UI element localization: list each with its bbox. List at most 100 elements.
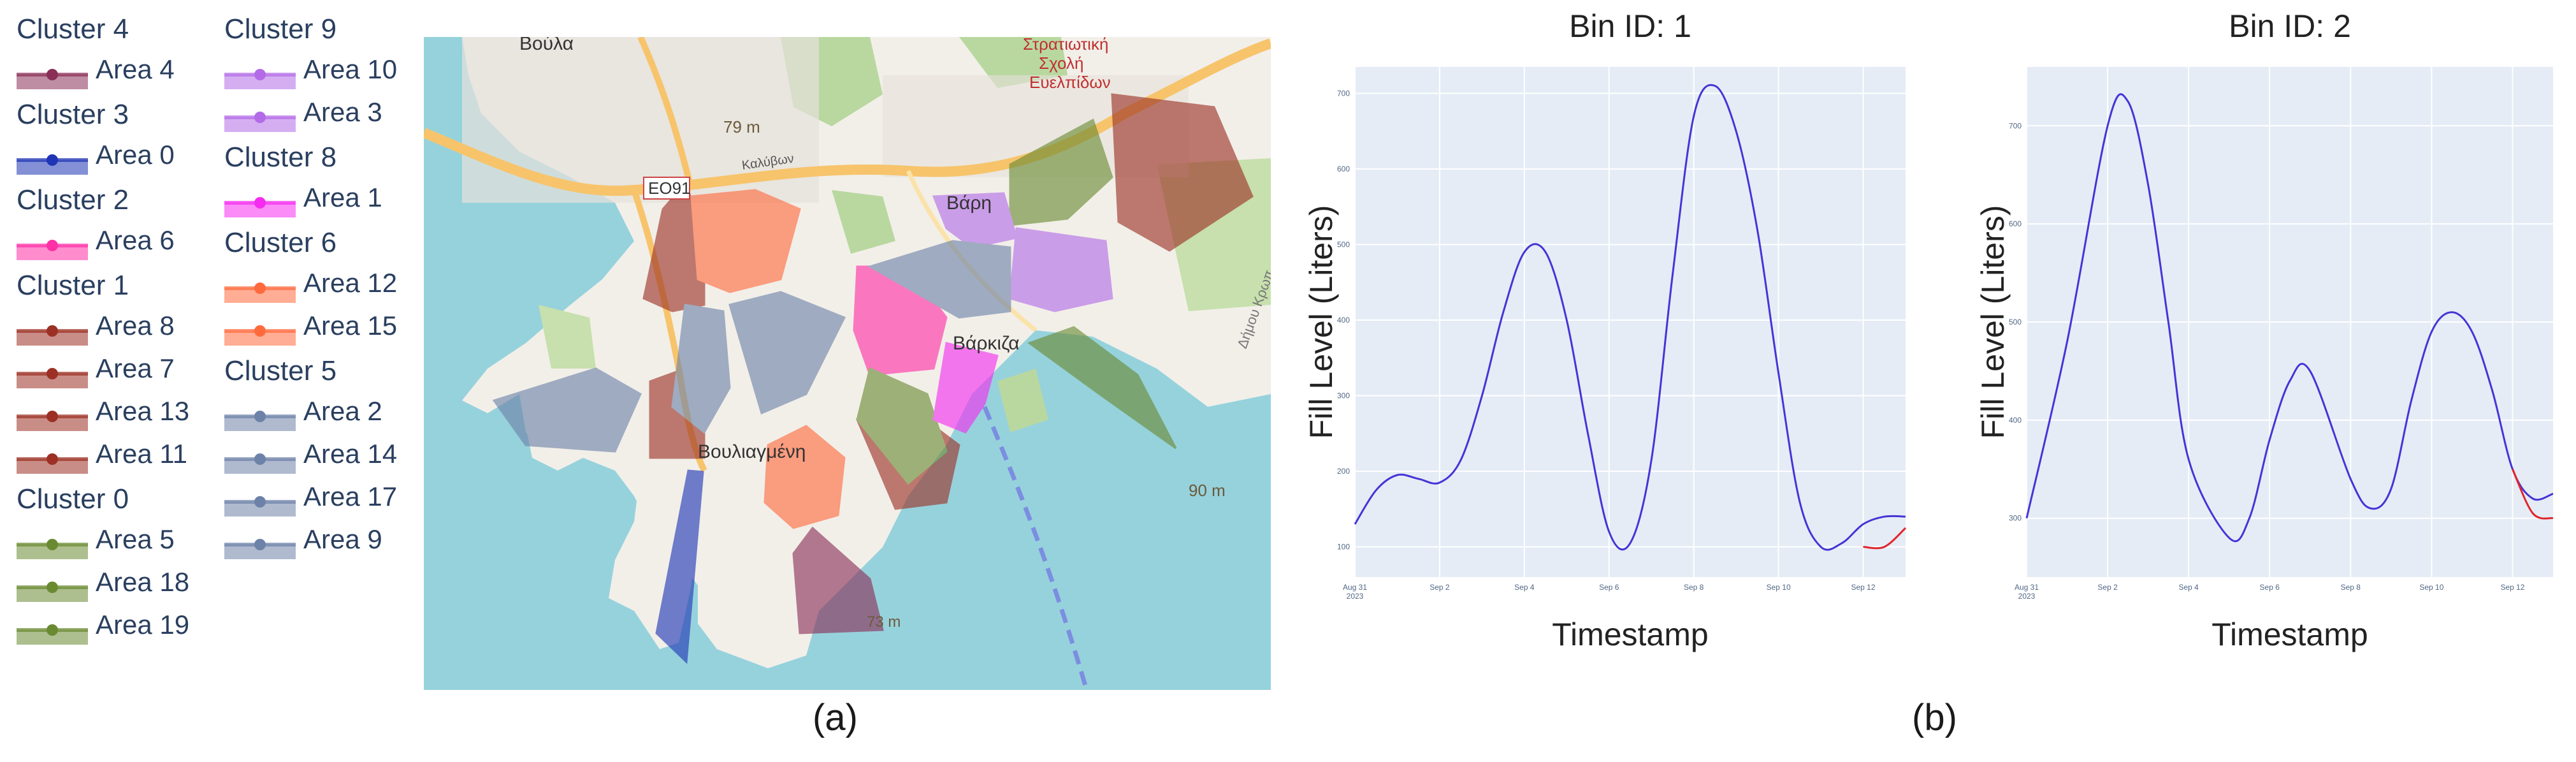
label-evelpidon: Ευελπίδων <box>1029 73 1111 92</box>
chart-bin-1: 100 200 300 400 500 600 700 Aug 31 2023 Sep 2 Sep … <box>1294 0 1925 676</box>
y-axis-label: Fill Level (Liters) <box>1975 205 2011 439</box>
road-shield <box>643 177 690 200</box>
legend-item[interactable]: Area 8 <box>0 311 204 355</box>
legend-item[interactable]: Area 3 <box>208 97 412 141</box>
legend-item-label: Area 18 <box>96 567 190 597</box>
legend-cluster-title: Cluster 8 <box>224 142 337 173</box>
y-tick-label: 700 <box>2009 121 2022 130</box>
x-tick-label: 2023 <box>1347 592 1364 601</box>
y-tick-label: 300 <box>1337 392 1350 400</box>
chart-bin-2: 300 400 500 600 700 Aug 31 2023 Sep 2 Sep 4 Sep 6… <box>1937 0 2575 676</box>
area-1-polygon[interactable] <box>932 342 999 434</box>
legend-marker-icon <box>254 453 266 465</box>
area-0-polygon[interactable] <box>655 469 704 664</box>
legend-item[interactable]: Area 11 <box>0 439 204 483</box>
y-axis-label: Fill Level (Liters) <box>1303 205 1339 439</box>
legend-item[interactable]: Area 0 <box>0 140 204 184</box>
chart-title: Bin ID: 1 <box>1569 8 1691 44</box>
label-vari: Βάρη <box>946 193 992 214</box>
legend-marker-icon <box>47 624 58 636</box>
series-line <box>1863 527 1907 550</box>
label-varkiza: Βάρκιζα <box>953 333 1020 354</box>
legend-item-label: Area 1 <box>303 182 382 212</box>
area-19-polygon[interactable] <box>856 367 948 485</box>
area-8-polygon[interactable] <box>1111 93 1254 252</box>
legend-item[interactable]: Area 19 <box>0 610 204 654</box>
label-vouliagmeni: Βουλιαγμένη <box>698 441 806 462</box>
y-tick-label: 700 <box>1337 89 1350 98</box>
area-14-polygon[interactable] <box>671 304 731 434</box>
legend-item-label: Area 2 <box>303 396 382 426</box>
area-15-polygon[interactable] <box>763 425 846 529</box>
legend-item[interactable]: Area 15 <box>208 311 412 355</box>
x-tick-label: Sep 6 <box>2260 583 2280 592</box>
legend-item-label: Area 13 <box>96 396 190 426</box>
label-scholi: Σχολή <box>1039 54 1083 73</box>
y-tick-label: 300 <box>2009 514 2022 523</box>
cluster-map[interactable]: Βούλα Στρατιωτική Σχολή Ευελπίδων 79 m Κ… <box>424 37 1271 690</box>
x-tick-label: Sep 12 <box>2500 583 2524 592</box>
legend-item[interactable]: Area 14 <box>208 439 412 483</box>
legend-cluster-title: Cluster 9 <box>224 13 337 45</box>
legend-item[interactable]: Area 4 <box>0 54 204 98</box>
x-tick-label: 2023 <box>2018 592 2036 601</box>
label-stratiotiki: Στρατιωτική <box>1023 37 1108 54</box>
x-axis-label: Timestamp <box>1552 617 1708 652</box>
legend-marker-icon <box>47 154 58 166</box>
area-2-polygon[interactable] <box>492 367 642 453</box>
y-tick-label: 200 <box>1337 467 1350 476</box>
main-road <box>424 38 1271 196</box>
park-area <box>539 305 596 369</box>
legend-cluster-title: Cluster 1 <box>17 270 129 301</box>
caption-a: (a) <box>813 697 858 738</box>
legend-item-label: Area 19 <box>96 610 190 640</box>
x-tick-label: Sep 12 <box>1851 583 1876 592</box>
legend-marker-icon <box>254 282 266 294</box>
y-tick-label: 600 <box>1337 165 1350 173</box>
x-tick-label: Sep 8 <box>2341 583 2361 592</box>
legend-marker-icon <box>47 69 58 80</box>
x-tick-label: Sep 10 <box>1767 583 1791 592</box>
series-line <box>2512 469 2554 520</box>
x-tick-label: Aug 31 <box>2015 583 2039 592</box>
legend-item[interactable]: Area 13 <box>0 396 204 440</box>
legend-marker-icon <box>47 368 58 379</box>
legend-item-label: Area 4 <box>96 54 175 84</box>
legend-cluster-title: Cluster 5 <box>224 355 337 386</box>
legend-item[interactable]: Area 10 <box>208 54 412 98</box>
legend-item[interactable]: Area 7 <box>0 353 204 397</box>
legend-item[interactable]: Area 12 <box>208 268 412 312</box>
legend-item[interactable]: Area 9 <box>208 524 412 568</box>
chart-title: Bin ID: 2 <box>2229 8 2351 44</box>
legend-item[interactable]: Area 17 <box>208 481 412 525</box>
area-3-polygon[interactable] <box>932 192 1018 249</box>
legend-item[interactable]: Area 1 <box>208 182 412 226</box>
area-9-polygon[interactable] <box>867 240 1011 319</box>
area-12-polygon[interactable] <box>690 189 801 293</box>
area-17-polygon[interactable] <box>728 291 846 415</box>
park-area <box>997 369 1048 432</box>
legend-marker-icon <box>254 539 266 550</box>
legend-marker-icon <box>47 582 58 593</box>
legend-cluster-title: Cluster 0 <box>17 483 129 515</box>
legend-item[interactable]: Area 6 <box>0 225 204 269</box>
x-axis-label: Timestamp <box>2211 617 2368 652</box>
map-canvas[interactable]: Βούλα Στρατιωτική Σχολή Ευελπίδων 79 m Κ… <box>424 37 1271 690</box>
series-line <box>2025 93 2554 543</box>
area-10-polygon[interactable] <box>1009 227 1113 312</box>
legend-cluster-title: Cluster 3 <box>17 99 129 130</box>
legend-item[interactable]: Area 18 <box>0 567 204 611</box>
legend-marker-icon <box>47 453 58 465</box>
legend-item[interactable]: Area 2 <box>208 396 412 440</box>
y-tick-label: 400 <box>1337 316 1350 325</box>
legend-item-label: Area 5 <box>96 524 175 554</box>
legend-item-label: Area 17 <box>303 481 398 511</box>
caption-b: (b) <box>1912 697 1957 738</box>
label-elevation-90: 90 m <box>1189 481 1226 500</box>
area-18-polygon[interactable] <box>1027 326 1177 450</box>
park-area <box>832 190 895 254</box>
legend-item-label: Area 11 <box>96 439 187 469</box>
legend-item[interactable]: Area 5 <box>0 524 204 568</box>
area-4-polygon[interactable] <box>792 526 884 634</box>
